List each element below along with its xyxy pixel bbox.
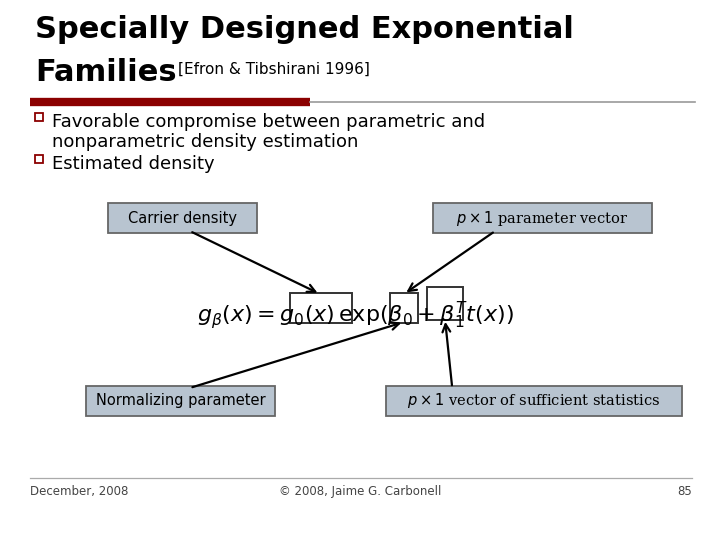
- FancyBboxPatch shape: [386, 386, 682, 416]
- Text: $p\times1$ vector of sufficient statistics: $p\times1$ vector of sufficient statisti…: [408, 392, 661, 410]
- Text: Carrier density: Carrier density: [128, 211, 237, 226]
- FancyBboxPatch shape: [433, 203, 652, 233]
- Text: Normalizing parameter: Normalizing parameter: [96, 394, 265, 408]
- Text: nonparametric density estimation: nonparametric density estimation: [52, 133, 359, 151]
- Text: Favorable compromise between parametric and: Favorable compromise between parametric …: [52, 113, 485, 131]
- Text: $p\times1$ parameter vector: $p\times1$ parameter vector: [456, 208, 629, 227]
- Text: December, 2008: December, 2008: [30, 485, 128, 498]
- Bar: [35, 113, 43, 121]
- FancyBboxPatch shape: [86, 386, 275, 416]
- Text: $g_{\beta}(x)=g_0(x)\,\mathrm{exp}(\beta_0+\beta_1^{T}t(x))$: $g_{\beta}(x)=g_0(x)\,\mathrm{exp}(\beta…: [197, 299, 513, 331]
- Text: 85: 85: [678, 485, 692, 498]
- Bar: [35, 155, 43, 163]
- Text: Specially Designed Exponential: Specially Designed Exponential: [35, 15, 574, 44]
- Text: Estimated density: Estimated density: [52, 155, 215, 173]
- FancyBboxPatch shape: [108, 203, 257, 233]
- Text: Families: Families: [35, 58, 176, 87]
- Text: [Efron & Tibshirani 1996]: [Efron & Tibshirani 1996]: [178, 62, 370, 77]
- Text: © 2008, Jaime G. Carbonell: © 2008, Jaime G. Carbonell: [279, 485, 441, 498]
